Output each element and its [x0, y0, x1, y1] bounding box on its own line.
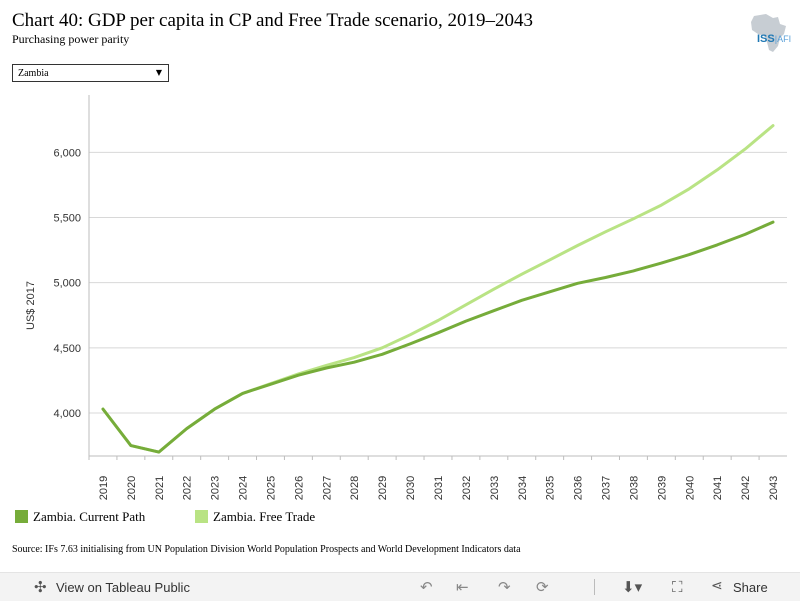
y-tick-label: 5,000: [53, 278, 81, 290]
x-tick-label: 2022: [182, 476, 194, 500]
x-tick-label: 2027: [321, 476, 333, 500]
x-tick-label: 2033: [489, 476, 501, 500]
x-tick-label: 2025: [265, 476, 277, 500]
y-tick-label: 6,000: [53, 147, 81, 159]
share-button[interactable]: Share: [733, 580, 768, 595]
dropdown-arrow-icon: ▼: [155, 68, 162, 77]
toolbar-divider: [594, 579, 595, 595]
x-tick-label: 2023: [210, 476, 222, 500]
x-tick-label: 2036: [573, 476, 585, 500]
x-tick-label: 2041: [712, 476, 724, 500]
x-tick-label: 2029: [377, 476, 389, 500]
fullscreen-icon[interactable]: ⛶: [672, 578, 683, 596]
x-tick-label: 2039: [656, 476, 668, 500]
country-dropdown[interactable]: Zambia ▼: [12, 64, 169, 82]
x-tick-label: 2040: [684, 476, 696, 500]
refresh-icon[interactable]: ⟳: [536, 578, 549, 596]
x-tick-label: 2035: [545, 476, 557, 500]
chart-subtitle: Purchasing power parity: [12, 32, 130, 46]
source-note: Source: IFs 7.63 initialising from UN Po…: [12, 544, 521, 555]
africa-map-icon: [751, 14, 786, 52]
series-line-free-trade: [101, 124, 775, 454]
legend-label-current-path: Zambia. Current Path: [33, 509, 146, 524]
download-icon[interactable]: ⬇▾: [622, 578, 643, 596]
revert-icon[interactable]: ⇤: [456, 578, 469, 596]
view-on-tableau-link[interactable]: View on Tableau Public: [56, 580, 190, 595]
x-tick-label: 2038: [628, 476, 640, 500]
legend-label-free-trade: Zambia. Free Trade: [213, 509, 316, 524]
y-tick-label: 4,500: [53, 343, 81, 355]
series-line-current-path: [101, 220, 775, 454]
y-tick-label: 5,500: [53, 213, 81, 225]
country-dropdown-value: Zambia: [18, 68, 49, 79]
x-tick-label: 2028: [349, 476, 361, 500]
y-tick-label: 4,000: [53, 408, 81, 420]
x-tick-label: 2037: [601, 476, 613, 500]
x-tick-label: 2034: [517, 476, 529, 500]
x-tick-label: 2032: [461, 476, 473, 500]
x-tick-label: 2021: [154, 476, 166, 500]
legend-swatch-current-path: [15, 510, 28, 523]
chart-title: Chart 40: GDP per capita in CP and Free …: [12, 10, 534, 31]
redo-icon[interactable]: ↷: [498, 578, 511, 596]
x-tick-label: 2042: [740, 476, 752, 500]
x-tick-label: 2026: [293, 476, 305, 500]
tableau-toolbar: ✣ View on Tableau Public ↶ ⇤ ↷ ⟳ ⬇▾ ⛶ ⋖ …: [0, 572, 800, 601]
x-tick-label: 2020: [126, 476, 138, 500]
x-tick-label: 2019: [98, 476, 110, 500]
x-tick-label: 2043: [768, 476, 780, 500]
legend-swatch-free-trade: [195, 510, 208, 523]
x-tick-label: 2031: [433, 476, 445, 500]
undo-icon[interactable]: ↶: [420, 578, 433, 596]
x-tick-label: 2030: [405, 476, 417, 500]
line-chart: 4,000 4,500 5,000 5,500 6,000 US$ 2017 2019 202…: [25, 95, 787, 500]
tableau-logo-icon: ✣: [34, 578, 47, 596]
iss-logo: ISS|AFI: [757, 33, 792, 45]
x-tick-label: 2024: [238, 476, 250, 500]
share-icon[interactable]: ⋖: [711, 578, 723, 594]
y-axis-label: US$ 2017: [25, 281, 37, 330]
